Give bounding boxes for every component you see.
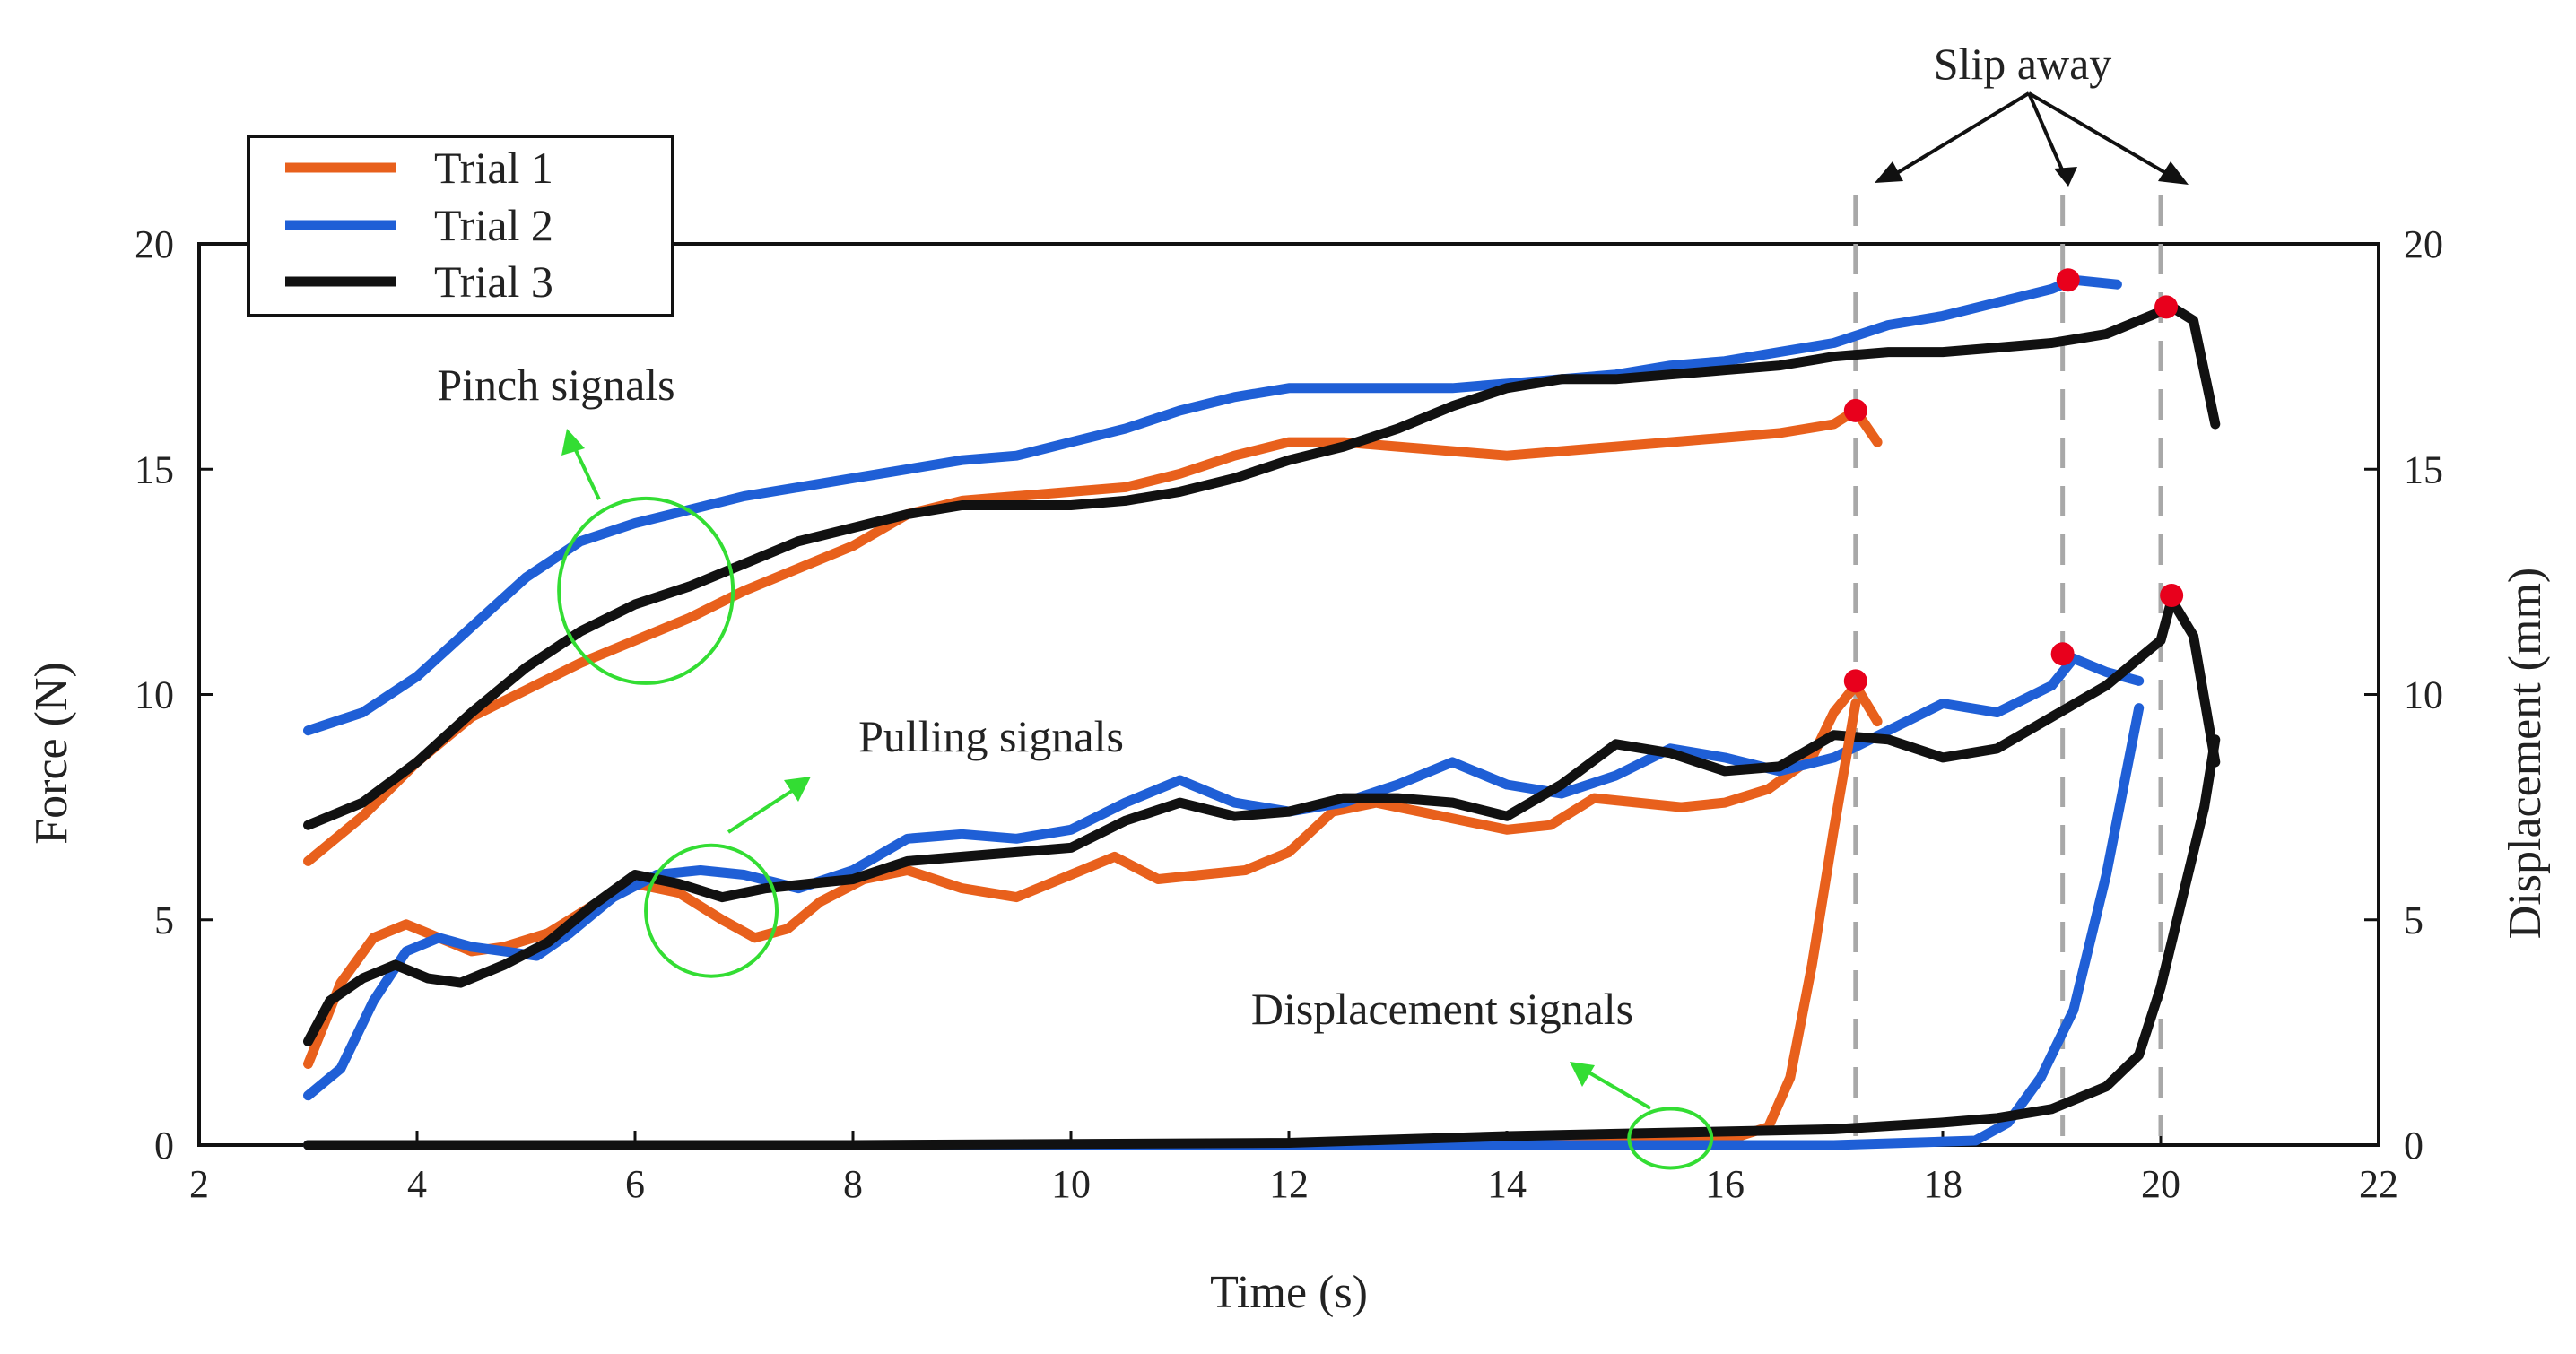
pinch-arrowhead bbox=[561, 429, 585, 456]
trial-3-pinch-line bbox=[303, 301, 2221, 830]
pinch-highlight-circle bbox=[557, 496, 735, 685]
pulling-signals-label: Pulling signals bbox=[858, 711, 1124, 761]
peak-marker bbox=[2154, 295, 2179, 319]
x-tick-label: 10 bbox=[1051, 1162, 1091, 1206]
pinch-arrow bbox=[572, 446, 601, 500]
displacement-arrowhead bbox=[1570, 1062, 1595, 1087]
series-layer bbox=[303, 274, 2221, 1150]
y-axis-label-right: Displacement (mm) bbox=[2500, 568, 2551, 939]
x-tick-label: 20 bbox=[2141, 1162, 2180, 1206]
pulling-arrow bbox=[727, 787, 796, 834]
peak-markers bbox=[1843, 268, 2184, 693]
peak-marker bbox=[2050, 642, 2075, 666]
legend-label-trial-1: Trial 1 bbox=[434, 143, 553, 193]
legend: Trial 1 Trial 2 Trial 3 bbox=[247, 135, 674, 317]
slip-arrow-right bbox=[2027, 91, 2172, 178]
y-axis-label-left: Force (N) bbox=[26, 662, 77, 845]
annotations: Slip away Pinch signals Pulling signals … bbox=[437, 39, 2189, 1110]
slip-arrowhead-left bbox=[1875, 161, 1903, 183]
trial-3-displacement-line bbox=[303, 734, 2221, 1150]
x-tick-label: 22 bbox=[2359, 1162, 2398, 1206]
x-tick-label: 16 bbox=[1705, 1162, 1745, 1206]
y-tick-label-right: 5 bbox=[2404, 898, 2424, 942]
x-tick-label: 8 bbox=[843, 1162, 863, 1206]
x-tick-label: 6 bbox=[625, 1162, 645, 1206]
trial-1-pulling-line bbox=[303, 681, 1883, 1069]
x-tick-label: 18 bbox=[1923, 1162, 1962, 1206]
y-tick-label-left: 20 bbox=[135, 222, 174, 266]
x-tick-label: 4 bbox=[407, 1162, 427, 1206]
x-axis-label: Time (s) bbox=[1210, 1267, 1368, 1318]
x-tick-label: 2 bbox=[189, 1162, 209, 1206]
displacement-signals-label: Displacement signals bbox=[1251, 984, 1633, 1034]
y-tick-label-left: 10 bbox=[135, 673, 174, 717]
y-tick-label-left: 0 bbox=[154, 1124, 174, 1167]
slip-arrowhead-right bbox=[2158, 161, 2189, 185]
y-tick-label-right: 0 bbox=[2404, 1124, 2424, 1167]
x-tick-label: 14 bbox=[1487, 1162, 1527, 1206]
y-tick-label-right: 10 bbox=[2404, 673, 2443, 717]
trial-2-pinch-line bbox=[303, 274, 2122, 736]
displacement-arrow bbox=[1584, 1069, 1652, 1110]
y-tick-label-left: 15 bbox=[135, 447, 174, 491]
slip-lines bbox=[1853, 195, 2163, 1136]
peak-marker bbox=[1843, 398, 1867, 422]
y-tick-label-right: 15 bbox=[2404, 447, 2443, 491]
peak-marker bbox=[1843, 669, 1867, 693]
peak-marker bbox=[2160, 583, 2184, 607]
trial-1-pinch-line bbox=[303, 405, 1883, 866]
pulling-highlight-circle bbox=[644, 843, 779, 978]
slip-away-label: Slip away bbox=[1934, 39, 2112, 89]
pinch-signals-label: Pinch signals bbox=[437, 360, 674, 410]
y-tick-label-right: 20 bbox=[2404, 222, 2443, 266]
slip-arrowhead-middle bbox=[2054, 167, 2077, 187]
slip-arrow-left bbox=[1891, 91, 2031, 178]
y-tick-label-left: 5 bbox=[154, 898, 174, 942]
trial-3-pulling-line bbox=[303, 595, 2221, 1046]
legend-label-trial-3: Trial 3 bbox=[434, 256, 553, 307]
slip-arrow-middle bbox=[2027, 92, 2067, 177]
displacement-highlight-circle bbox=[1627, 1107, 1714, 1170]
peak-marker bbox=[2056, 268, 2080, 292]
highlight-circles bbox=[557, 496, 1714, 1170]
pulling-arrowhead bbox=[784, 777, 811, 802]
x-tick-label: 12 bbox=[1269, 1162, 1309, 1206]
legend-label-trial-2: Trial 2 bbox=[434, 200, 553, 250]
